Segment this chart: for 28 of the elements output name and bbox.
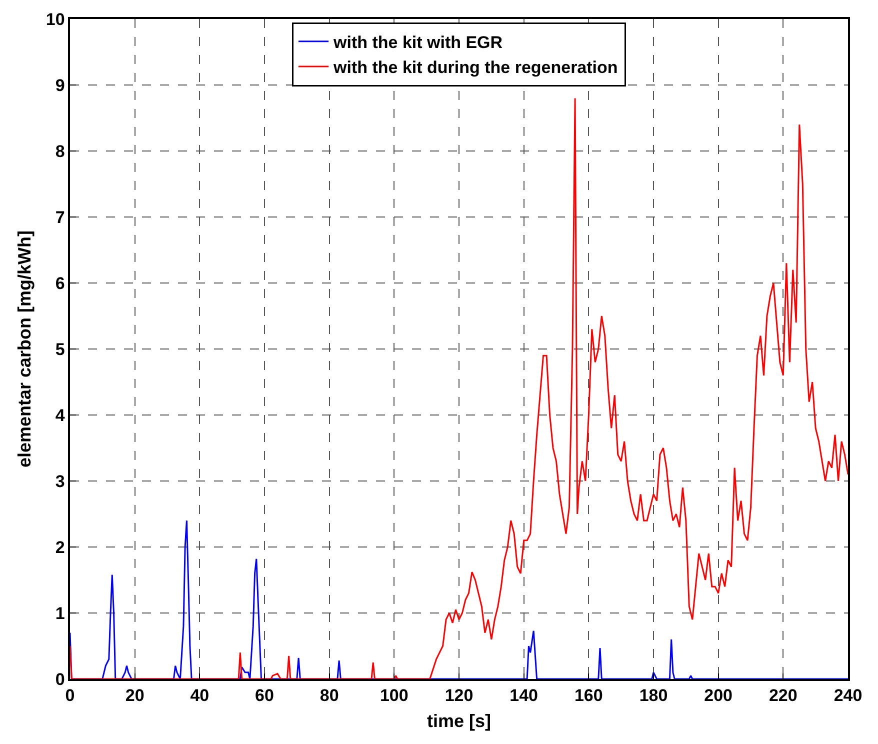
y-tick-label: 6 bbox=[55, 274, 65, 293]
y-tick-label: 4 bbox=[55, 406, 66, 425]
x-tick-label: 180 bbox=[639, 686, 668, 706]
line-series bbox=[70, 97, 848, 679]
x-tick-label: 20 bbox=[125, 686, 144, 706]
y-tick-label: 8 bbox=[55, 142, 65, 161]
y-tick-label: 10 bbox=[46, 10, 65, 29]
y-tick-label: 3 bbox=[55, 472, 65, 491]
x-tick-label: 200 bbox=[704, 686, 733, 706]
legend-label: with the kit with EGR bbox=[332, 32, 503, 52]
x-tick-label: 60 bbox=[255, 686, 274, 706]
y-tick-label: 5 bbox=[55, 340, 65, 359]
x-tick-label: 100 bbox=[380, 686, 408, 706]
legend-label: with the kit during the regeneration bbox=[332, 58, 618, 78]
x-tick-label: 240 bbox=[834, 686, 862, 706]
y-tick-label: 9 bbox=[55, 76, 65, 95]
y-tick-label: 0 bbox=[55, 670, 65, 689]
x-tick-label: 120 bbox=[444, 686, 474, 706]
y-tick-label: 7 bbox=[55, 208, 65, 227]
x-tick-label: 220 bbox=[768, 686, 798, 706]
x-tick-label: 140 bbox=[510, 686, 538, 706]
x-tick-label: 40 bbox=[190, 686, 210, 706]
y-axis-title: elementar carbon [mg/kWh] bbox=[14, 230, 35, 468]
x-tick-label: 80 bbox=[320, 686, 339, 706]
x-axis-title: time [s] bbox=[426, 710, 492, 731]
y-tick-label: 2 bbox=[55, 538, 65, 557]
y-tick-label: 1 bbox=[55, 604, 65, 623]
x-tick-label: 160 bbox=[574, 686, 603, 706]
